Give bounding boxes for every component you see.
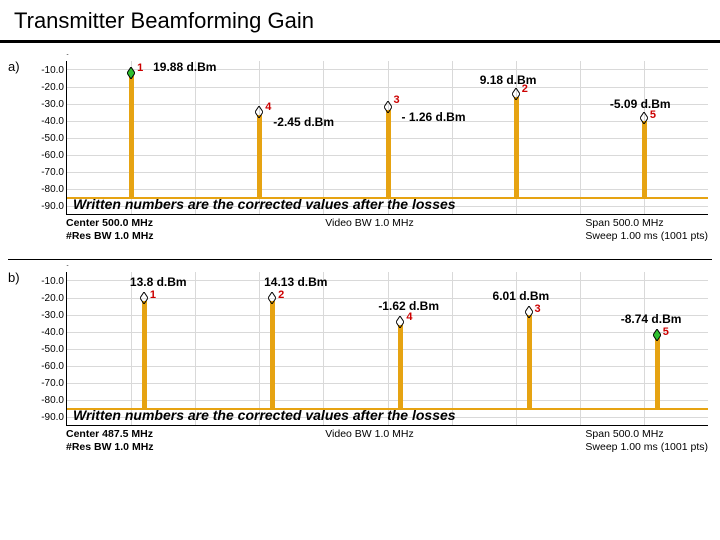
trace-peak (129, 76, 134, 197)
ytick: -30.0 (30, 310, 64, 321)
panel-b-plot: 113.8 d.Bm214.13 d.Bm4-1.62 d.Bm36.01 d.… (30, 266, 712, 426)
ytick: -70.0 (30, 167, 64, 178)
grid-v (195, 61, 196, 214)
trace-peak (527, 315, 532, 409)
grid-v (259, 272, 260, 425)
trace-peak (398, 325, 403, 408)
power-label: -1.62 d.Bm (378, 299, 439, 313)
power-label: 6.01 d.Bm (493, 289, 550, 303)
grid-v (452, 61, 453, 214)
grid-v (580, 272, 581, 425)
ytick: -50.0 (30, 344, 64, 355)
marker-diamond-icon (525, 305, 533, 317)
grid-v (644, 272, 645, 425)
panel-a-label: a) (8, 55, 30, 255)
grid-v (195, 272, 196, 425)
power-label: -2.45 d.Bm (273, 115, 334, 129)
marker-diamond-icon (384, 100, 392, 112)
page-title: Transmitter Beamforming Gain (0, 0, 720, 40)
marker-diamond-icon (140, 291, 148, 303)
ytick: -60.0 (30, 361, 64, 372)
ytick: -20.0 (30, 293, 64, 304)
marker-label: 3 (394, 94, 400, 106)
trace-peak (642, 121, 647, 198)
footer-center: Video BW 1.0 MHz (325, 217, 414, 243)
ytick: -60.0 (30, 150, 64, 161)
grid-v (131, 272, 132, 425)
panel-b-footer: Center 487.5 MHz #Res BW 1.0 MHz Video B… (30, 428, 712, 454)
power-label: 13.8 d.Bm (130, 275, 187, 289)
grid-v (452, 272, 453, 425)
ytick: -10.0 (30, 65, 64, 76)
marker-diamond-icon (396, 315, 404, 327)
ytick: -70.0 (30, 378, 64, 389)
marker-diamond-icon (512, 87, 520, 99)
marker-diamond-icon (640, 111, 648, 123)
ytick: -30.0 (30, 99, 64, 110)
power-label: - 1.26 d.Bm (402, 110, 466, 124)
power-label: 9.18 d.Bm (480, 73, 537, 87)
grid-v (580, 61, 581, 214)
ytick: -50.0 (30, 133, 64, 144)
marker-label: 5 (663, 326, 669, 338)
trace-peak (386, 110, 391, 197)
trace-peak (514, 97, 519, 197)
marker-label: 3 (535, 303, 541, 315)
footer-right: Span 500.0 MHz Sweep 1.00 ms (1001 pts) (585, 428, 708, 454)
panel-a-footer: Center 500.0 MHz #Res BW 1.0 MHz Video B… (30, 217, 712, 243)
ytick: -10.0 (30, 276, 64, 287)
panel-b-plot-area: 113.8 d.Bm214.13 d.Bm4-1.62 d.Bm36.01 d.… (66, 272, 708, 426)
panel-b: b) Log 113.8 d.Bm214.13 d.Bm4-1.62 d.Bm3… (8, 266, 712, 466)
marker-diamond-icon (127, 66, 135, 78)
grid-v (388, 272, 389, 425)
ytick: -40.0 (30, 327, 64, 338)
panel-b-plot-wrap: Log 113.8 d.Bm214.13 d.Bm4-1.62 d.Bm36.0… (30, 266, 712, 466)
panel-a: a) Log 119.88 d.Bm4-2.45 d.Bm3- 1.26 d.B… (8, 55, 712, 255)
marker-label: 1 (150, 289, 156, 301)
trace-peak (655, 338, 660, 408)
footnote: Written numbers are the corrected values… (73, 407, 456, 423)
trace-peak (270, 301, 275, 408)
power-label: -5.09 d.Bm (610, 97, 671, 111)
power-label: -8.74 d.Bm (621, 312, 682, 326)
marker-diamond-icon (255, 105, 263, 117)
panel-a-plot-wrap: Log 119.88 d.Bm4-2.45 d.Bm3- 1.26 d.Bm29… (30, 55, 712, 255)
footer-center: Video BW 1.0 MHz (325, 428, 414, 454)
ytick: -80.0 (30, 395, 64, 406)
ytick: -90.0 (30, 412, 64, 423)
ytick: -40.0 (30, 116, 64, 127)
footer-right: Span 500.0 MHz Sweep 1.00 ms (1001 pts) (585, 217, 708, 243)
panel-b-label: b) (8, 266, 30, 466)
ytick: -20.0 (30, 82, 64, 93)
trace-peak (257, 115, 262, 197)
footnote: Written numbers are the corrected values… (73, 196, 456, 212)
ytick: -80.0 (30, 184, 64, 195)
footer-left: Center 500.0 MHz #Res BW 1.0 MHz (66, 217, 154, 243)
marker-label: 1 (137, 62, 143, 74)
grid-v (323, 272, 324, 425)
panel-divider (8, 259, 712, 260)
power-label: 19.88 d.Bm (153, 60, 216, 74)
panel-a-plot: 119.88 d.Bm4-2.45 d.Bm3- 1.26 d.Bm29.18 … (30, 55, 712, 215)
grid-v (323, 61, 324, 214)
power-label: 14.13 d.Bm (264, 275, 327, 289)
marker-label: 2 (278, 289, 284, 301)
marker-diamond-icon (268, 291, 276, 303)
footer-left: Center 487.5 MHz #Res BW 1.0 MHz (66, 428, 154, 454)
marker-diamond-icon (653, 328, 661, 340)
marker-label: 4 (265, 101, 271, 113)
panel-a-plot-area: 119.88 d.Bm4-2.45 d.Bm3- 1.26 d.Bm29.18 … (66, 61, 708, 215)
trace-peak (142, 301, 147, 408)
ytick: -90.0 (30, 201, 64, 212)
charts-container: a) Log 119.88 d.Bm4-2.45 d.Bm3- 1.26 d.B… (0, 43, 720, 478)
